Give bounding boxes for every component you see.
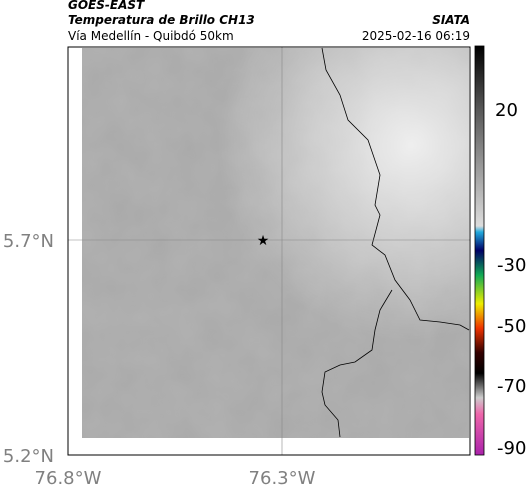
colorbar-tick: 20 — [495, 100, 518, 121]
colorbar-tick: -50 — [497, 316, 526, 337]
location-marker: ★ — [257, 233, 270, 249]
lat-label: 5.7°N — [3, 231, 54, 252]
border — [321, 289, 393, 438]
subtitle: Temperatura de Brillo CH13 — [68, 13, 255, 27]
source: SIATA — [432, 13, 470, 27]
title: GOES-EAST — [68, 0, 145, 12]
colorbar — [474, 45, 485, 456]
lat-label: 5.2°N — [3, 446, 54, 467]
lon-label: 76.3°W — [249, 468, 316, 489]
colorbar-tick: -70 — [497, 376, 526, 397]
colorbar-tick: -30 — [497, 255, 526, 276]
border — [321, 47, 470, 331]
colorbar-tick: -90 — [497, 438, 526, 459]
map-frame — [67, 46, 471, 456]
timestamp: 2025-02-16 06:19 — [362, 29, 470, 43]
route: Vía Medellín - Quibdó 50km — [68, 29, 234, 43]
satellite-image — [82, 48, 469, 438]
lon-label: 76.8°W — [35, 468, 102, 489]
